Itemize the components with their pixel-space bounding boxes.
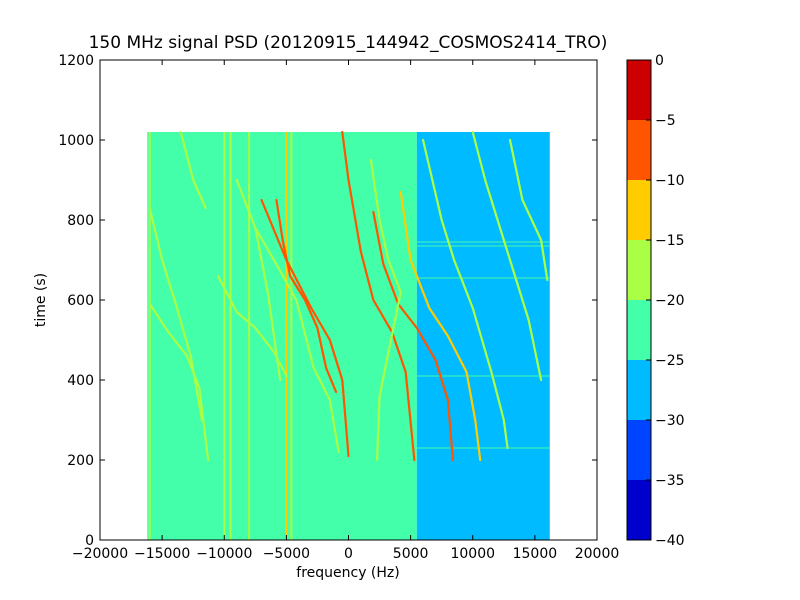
y-axis-ticks: 0 200 400 600 800 1000 1200 — [58, 53, 597, 549]
x-tick-label: 20000 — [575, 546, 620, 562]
colorbar-tick-label: −25 — [655, 353, 685, 369]
y-tick-label: 600 — [67, 293, 94, 309]
y-tick-label: 200 — [67, 453, 94, 469]
x-tick-label: −5000 — [263, 546, 310, 562]
colorbar-tick-label: −30 — [655, 413, 685, 429]
y-axis-label: time (s) — [33, 273, 49, 327]
colorbar-tick-label: −20 — [655, 293, 685, 309]
colorbar-tick-label: −15 — [655, 233, 685, 249]
x-tick-label: 5000 — [393, 546, 429, 562]
doppler-track — [341, 130, 416, 462]
doppler-track — [369, 158, 402, 462]
colorbar-tick-label: −5 — [655, 113, 676, 129]
y-tick-label: 400 — [67, 373, 94, 389]
doppler-track — [148, 302, 210, 462]
doppler-track — [260, 198, 350, 458]
doppler-track — [148, 206, 203, 422]
doppler-track — [179, 130, 207, 210]
x-tick-label: 15000 — [513, 546, 558, 562]
background-band-left — [147, 132, 417, 540]
colorbar-segment — [627, 420, 651, 480]
heatmap — [147, 130, 550, 540]
background-band-right — [416, 132, 550, 540]
y-tick-label: 1200 — [58, 53, 94, 69]
colorbar-tick-label: −40 — [655, 533, 685, 549]
x-tick-label: −20000 — [72, 546, 128, 562]
doppler-track — [372, 210, 454, 462]
colorbar-segment — [627, 60, 651, 120]
chart-title: 150 MHz signal PSD (20120915_144942_COSM… — [89, 33, 608, 53]
x-tick-label: 0 — [344, 546, 353, 562]
colorbar-segment — [627, 120, 651, 180]
plot-area: −20000 −15000 −10000 −5000 0 5000 10000 15000 20… — [58, 53, 619, 562]
doppler-track — [399, 190, 482, 462]
doppler-track — [508, 138, 549, 282]
colorbar-segment — [627, 180, 651, 240]
colorbar: −40 −35 −30 −25 −20 −15 −10 −5 0 — [626, 53, 685, 549]
colorbar-segment — [627, 480, 651, 540]
x-tick-label: 10000 — [450, 546, 495, 562]
colorbar-tick-label: −35 — [655, 473, 685, 489]
colorbar-segment — [627, 360, 651, 420]
colorbar-segment — [627, 240, 651, 300]
colorbar-segment — [627, 300, 651, 360]
colorbar-tick-label: −10 — [655, 173, 685, 189]
x-axis-ticks: −20000 −15000 −10000 −5000 0 5000 10000 15000 20… — [72, 60, 619, 562]
doppler-track — [471, 130, 543, 382]
doppler-track — [421, 138, 509, 450]
x-axis-label: frequency (Hz) — [296, 565, 399, 581]
y-tick-label: 1000 — [58, 133, 94, 149]
colorbar-tick-label: 0 — [655, 53, 664, 69]
x-tick-label: −15000 — [134, 546, 190, 562]
y-tick-label: 800 — [67, 213, 94, 229]
x-tick-label: −10000 — [196, 546, 252, 562]
doppler-track — [275, 198, 338, 394]
doppler-track — [254, 226, 282, 382]
y-tick-label: 0 — [85, 533, 94, 549]
